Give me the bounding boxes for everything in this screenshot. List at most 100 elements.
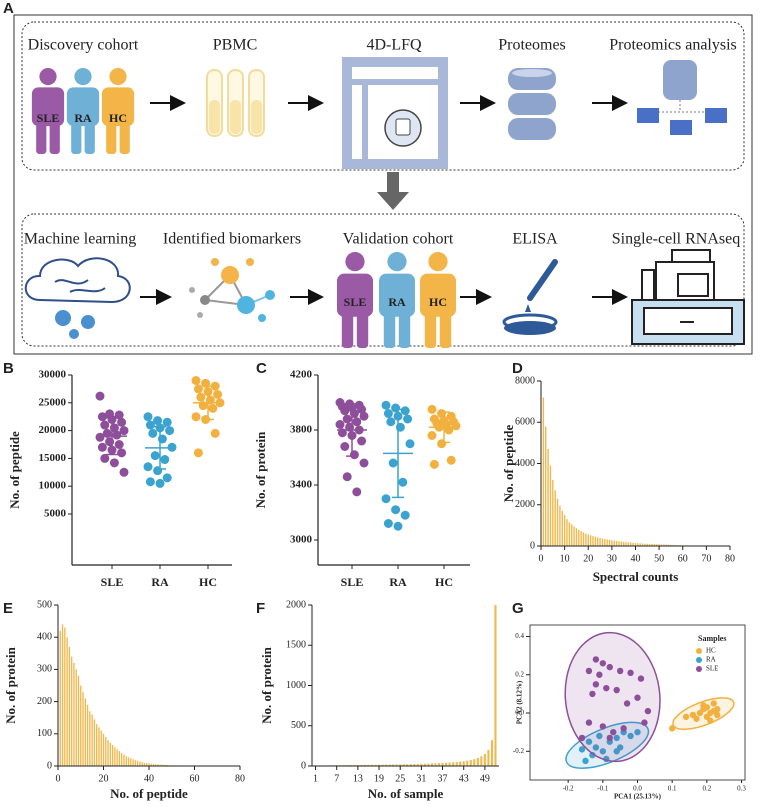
legend-label: RA xyxy=(706,656,716,664)
bar xyxy=(409,764,412,766)
brain-icon-part xyxy=(24,257,131,304)
dashed-box xyxy=(21,213,745,347)
x-tick-label: 0.3 xyxy=(737,785,746,793)
bar xyxy=(615,540,618,546)
y-tick-label: 500 xyxy=(291,720,306,731)
data-point xyxy=(359,411,369,421)
brain-icon-part xyxy=(81,315,95,329)
y-tick-label: -0.2 xyxy=(513,747,525,755)
network-icon-part xyxy=(670,120,692,135)
data-point xyxy=(599,723,607,730)
step-label: Single-cell RNAseq xyxy=(612,231,740,248)
bar xyxy=(427,763,430,766)
data-point xyxy=(95,432,105,442)
network-nodes-icon xyxy=(189,258,275,322)
data-point xyxy=(592,744,600,751)
panel-label: C xyxy=(256,360,267,377)
x-tick-label: 10 xyxy=(560,553,570,564)
data-point xyxy=(162,417,172,427)
bar xyxy=(59,630,61,766)
network-nodes-icon-part xyxy=(246,258,254,266)
bar xyxy=(611,540,613,546)
data-point xyxy=(398,477,408,487)
network-icon-part xyxy=(705,108,727,123)
bar xyxy=(599,537,601,546)
bar xyxy=(157,764,159,766)
bar xyxy=(152,764,155,766)
bar xyxy=(111,745,114,766)
data-point xyxy=(342,472,352,482)
bar xyxy=(385,764,388,766)
bar xyxy=(430,763,434,766)
bar xyxy=(589,535,592,546)
bar xyxy=(118,751,121,766)
y-tick-label: 2000 xyxy=(286,599,306,610)
step-label: Proteomes xyxy=(498,37,566,54)
bar xyxy=(127,757,130,766)
instrument-icon-part xyxy=(342,57,448,169)
bar xyxy=(434,763,437,766)
bar xyxy=(420,763,423,766)
bar xyxy=(547,449,549,546)
data-point xyxy=(213,389,223,399)
data-point xyxy=(637,675,645,682)
data-point xyxy=(714,711,721,719)
data-point xyxy=(623,700,631,707)
data-point xyxy=(644,707,652,715)
x-tick-label: 20 xyxy=(583,553,593,564)
bar xyxy=(658,544,660,546)
data-point xyxy=(388,458,398,468)
bar xyxy=(109,742,112,766)
bar xyxy=(402,764,405,766)
step-label: Identified biomarkers xyxy=(163,231,301,248)
data-point xyxy=(357,436,367,446)
bar xyxy=(136,760,139,766)
panel-label: G xyxy=(512,600,524,617)
bar xyxy=(139,761,141,766)
tubes-icon-part xyxy=(251,100,262,134)
x-tick-label: 19 xyxy=(374,773,384,784)
y-tick-label: 0 xyxy=(301,760,306,771)
data-point xyxy=(620,725,627,732)
data-point xyxy=(451,421,461,431)
brain-icon-part xyxy=(55,310,71,326)
bar xyxy=(473,759,476,766)
bar xyxy=(634,542,637,546)
bar xyxy=(632,542,634,546)
y-tick-label: 500 xyxy=(37,599,52,610)
tubes-icon-part xyxy=(209,100,220,134)
bar xyxy=(98,727,100,766)
data-point xyxy=(682,713,690,721)
y-tick-label: 15000 xyxy=(39,452,67,464)
bar xyxy=(469,759,472,766)
bar xyxy=(102,733,105,766)
y-tick-label: 4000 xyxy=(515,458,535,469)
data-point xyxy=(143,462,153,472)
bar xyxy=(582,532,585,546)
data-point xyxy=(153,416,163,426)
y-tick-label: 100 xyxy=(37,728,52,739)
data-point xyxy=(145,420,155,430)
bar xyxy=(370,764,374,766)
bar xyxy=(549,465,552,546)
data-point xyxy=(606,734,613,742)
panel-label: B xyxy=(3,360,14,377)
x-tick-label: 80 xyxy=(235,773,245,784)
bar xyxy=(374,764,377,766)
group-label: RA xyxy=(74,111,92,125)
x-tick-label: 1 xyxy=(313,773,318,784)
bar xyxy=(148,763,150,766)
data-point xyxy=(403,414,413,424)
y-tick-label: 0.4 xyxy=(515,632,524,640)
bar xyxy=(125,756,127,766)
bar xyxy=(91,714,93,766)
data-point xyxy=(119,467,129,477)
legend-swatch xyxy=(696,666,702,672)
brain-icon-part xyxy=(54,279,106,293)
down-arrow xyxy=(377,172,409,210)
data-point xyxy=(165,426,175,436)
bar xyxy=(637,543,639,546)
data-point xyxy=(668,725,676,732)
bar xyxy=(573,526,575,546)
